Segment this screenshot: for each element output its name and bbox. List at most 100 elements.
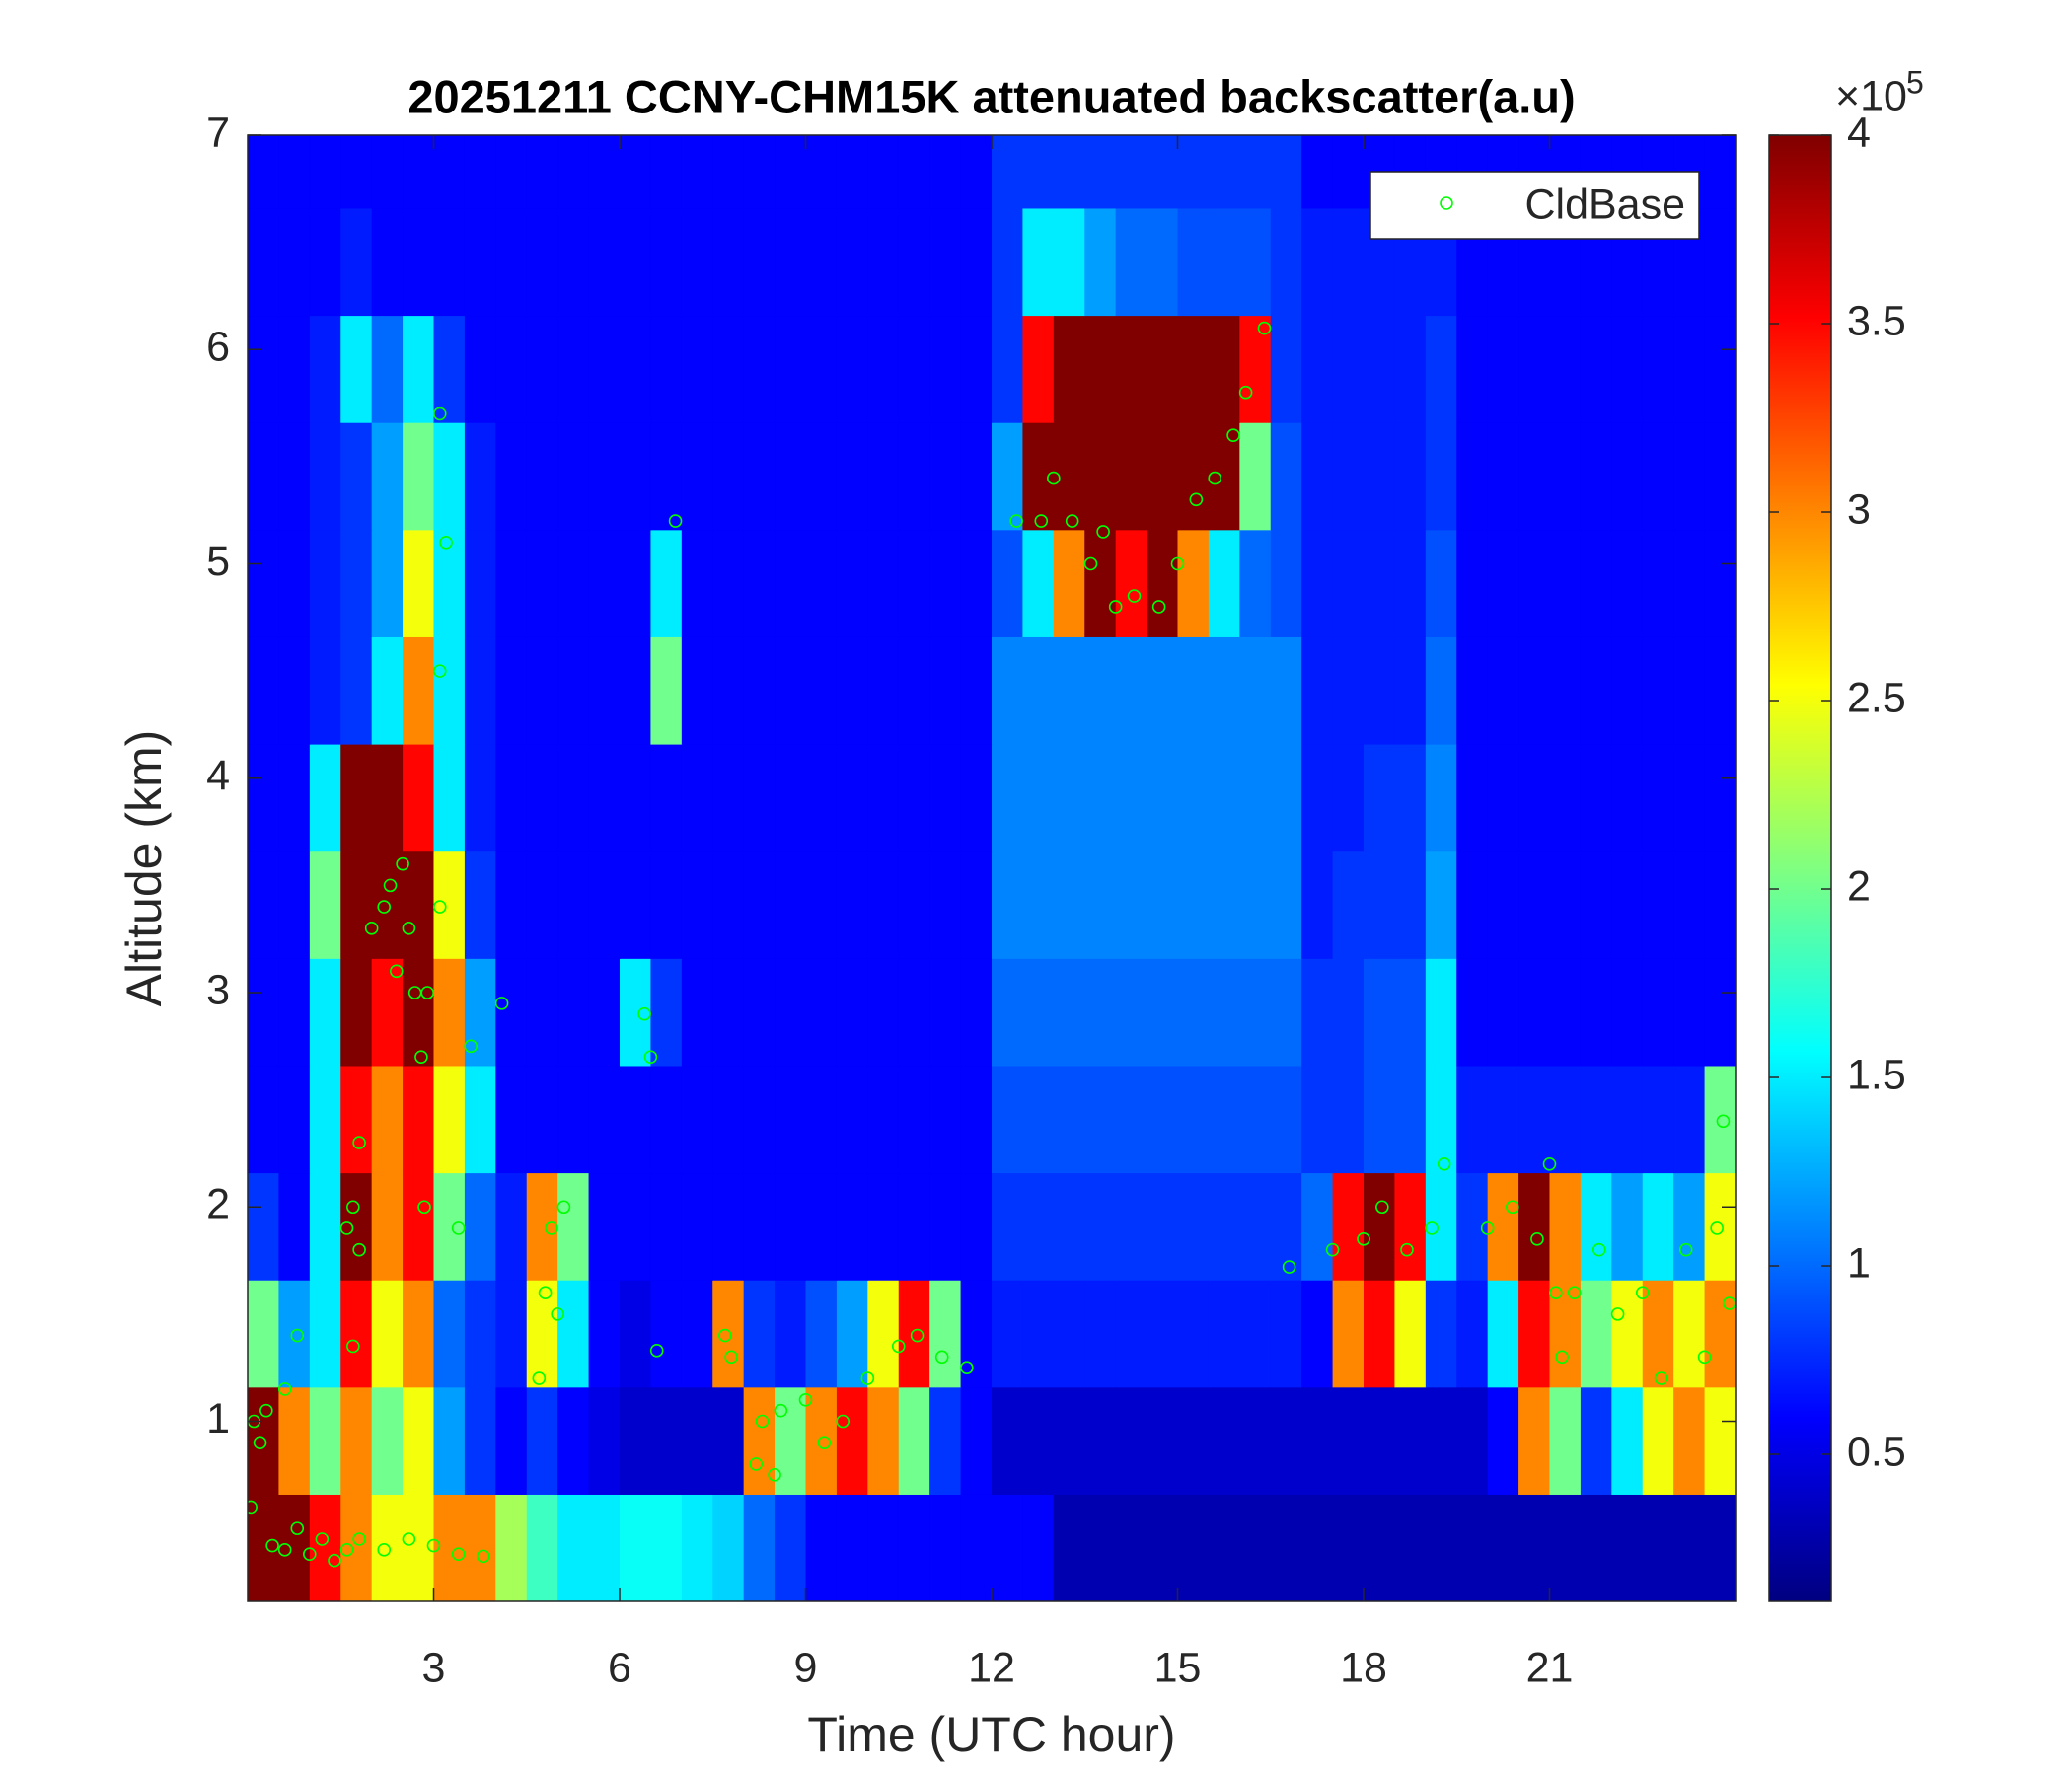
- heatmap-cell: [1364, 743, 1396, 852]
- heatmap-cell: [557, 1494, 590, 1601]
- cloud-base-point: [346, 1200, 360, 1215]
- heatmap-cell: [1084, 1494, 1117, 1601]
- heatmap-cell: [1364, 851, 1396, 959]
- cloud-base-point: [383, 878, 398, 893]
- heatmap-cell: [1022, 636, 1055, 745]
- heatmap-cell: [464, 851, 496, 959]
- heatmap-cell: [1177, 958, 1210, 1067]
- heatmap-cell: [836, 135, 868, 209]
- heatmap-cell: [557, 958, 590, 1067]
- heatmap-cell: [526, 1280, 558, 1388]
- heatmap-cell: [340, 1280, 373, 1388]
- heatmap-cell: [681, 851, 713, 959]
- cloud-base-point: [538, 1286, 553, 1299]
- cloud-base-point: [352, 1532, 366, 1546]
- heatmap-cell: [340, 1386, 373, 1495]
- heatmap-cell: [1022, 1280, 1055, 1388]
- heatmap-cell: [712, 851, 745, 959]
- heatmap-cell: [1301, 315, 1334, 423]
- heatmap-cell: [775, 529, 807, 637]
- heatmap-cell: [1611, 1386, 1644, 1495]
- heatmap-cell: [1053, 851, 1085, 959]
- heatmap-cell: [309, 207, 341, 317]
- heatmap-cell: [1704, 1386, 1736, 1495]
- heatmap-cell: [1425, 743, 1457, 852]
- heatmap-cell: [1084, 529, 1117, 637]
- cloud-base-point: [451, 1221, 466, 1235]
- heatmap-cell: [1115, 135, 1147, 209]
- cloud-base-point: [352, 1242, 366, 1257]
- heatmap-cell: [1270, 135, 1302, 209]
- heatmap-cell: [1022, 851, 1055, 959]
- heatmap-cell: [464, 743, 496, 852]
- heatmap-cell: [1332, 135, 1365, 209]
- heatmap-cell: [526, 422, 558, 531]
- heatmap-cell: [371, 1386, 404, 1495]
- heatmap-cell: [1673, 315, 1706, 423]
- heatmap-cell: [278, 1494, 311, 1601]
- heatmap-cell: [650, 851, 683, 959]
- heatmap-cell: [929, 851, 962, 959]
- heatmap-cell: [278, 636, 311, 745]
- heatmap-cell: [340, 135, 373, 209]
- heatmap-cell: [248, 1494, 280, 1601]
- heatmap-cell: [867, 135, 900, 209]
- heatmap-cell: [464, 529, 496, 637]
- heatmap-cell: [1115, 315, 1147, 423]
- heatmap-cell: [1549, 315, 1582, 423]
- cloud-base-point: [836, 1414, 851, 1429]
- heatmap-cell: [1456, 636, 1489, 745]
- heatmap-cell: [1239, 135, 1272, 209]
- heatmap-cell: [650, 958, 683, 1067]
- heatmap-cell: [1239, 958, 1272, 1067]
- heatmap-cell: [278, 1280, 311, 1388]
- heatmap-cell: [403, 315, 435, 423]
- heatmap-cell: [1147, 529, 1179, 637]
- heatmap-cell: [712, 135, 745, 209]
- cloud-base-point: [426, 1538, 441, 1553]
- heatmap-cell: [248, 1280, 280, 1388]
- cloud-base-point: [1530, 1232, 1544, 1246]
- heatmap-cell: [1487, 1280, 1519, 1388]
- heatmap-cell: [1053, 315, 1085, 423]
- heatmap-cell: [681, 1494, 713, 1601]
- heatmap-cell: [433, 422, 466, 531]
- heatmap-cell: [898, 743, 930, 852]
- heatmap-cell: [1239, 1494, 1272, 1601]
- heatmap-cell: [1208, 135, 1240, 209]
- cloud-base-point: [551, 1307, 564, 1321]
- heatmap-cell: [650, 1172, 683, 1281]
- heatmap-cell: [805, 1172, 838, 1281]
- heatmap-cell: [1394, 958, 1427, 1067]
- heatmap-cell: [495, 958, 528, 1067]
- heatmap-cell: [1580, 1172, 1612, 1281]
- heatmap-cell: [867, 315, 900, 423]
- cloud-base-point: [910, 1328, 925, 1343]
- heatmap-cell: [1518, 1386, 1551, 1495]
- heatmap-cell: [836, 207, 868, 317]
- heatmap-cell: [867, 529, 900, 637]
- heatmap-cell: [1487, 743, 1519, 852]
- heatmap-cell: [371, 636, 404, 745]
- heatmap-cell: [1611, 743, 1644, 852]
- heatmap-cell: [1177, 135, 1210, 209]
- cloud-base-point: [668, 514, 683, 528]
- heatmap-cell: [1456, 851, 1489, 959]
- heatmap-cell: [1332, 958, 1365, 1067]
- cloud-base-point: [1567, 1286, 1582, 1299]
- heatmap-cell: [992, 529, 1024, 637]
- heatmap-cell: [992, 636, 1024, 745]
- heatmap-cell: [1177, 1386, 1210, 1495]
- heatmap-cell: [1177, 743, 1210, 852]
- heatmap-cell: [340, 958, 373, 1067]
- heatmap-cell: [836, 1065, 868, 1174]
- heatmap-cell: [1115, 529, 1147, 637]
- heatmap-cell: [1053, 207, 1085, 317]
- heatmap-cell: [495, 1065, 528, 1174]
- heatmap-cell: [1704, 958, 1736, 1067]
- heatmap-cell: [1456, 743, 1489, 852]
- cloud-base-point: [649, 1344, 664, 1358]
- heatmap-cell: [1456, 1280, 1489, 1388]
- heatmap-cell: [1053, 1386, 1085, 1495]
- heatmap-cell: [1394, 636, 1427, 745]
